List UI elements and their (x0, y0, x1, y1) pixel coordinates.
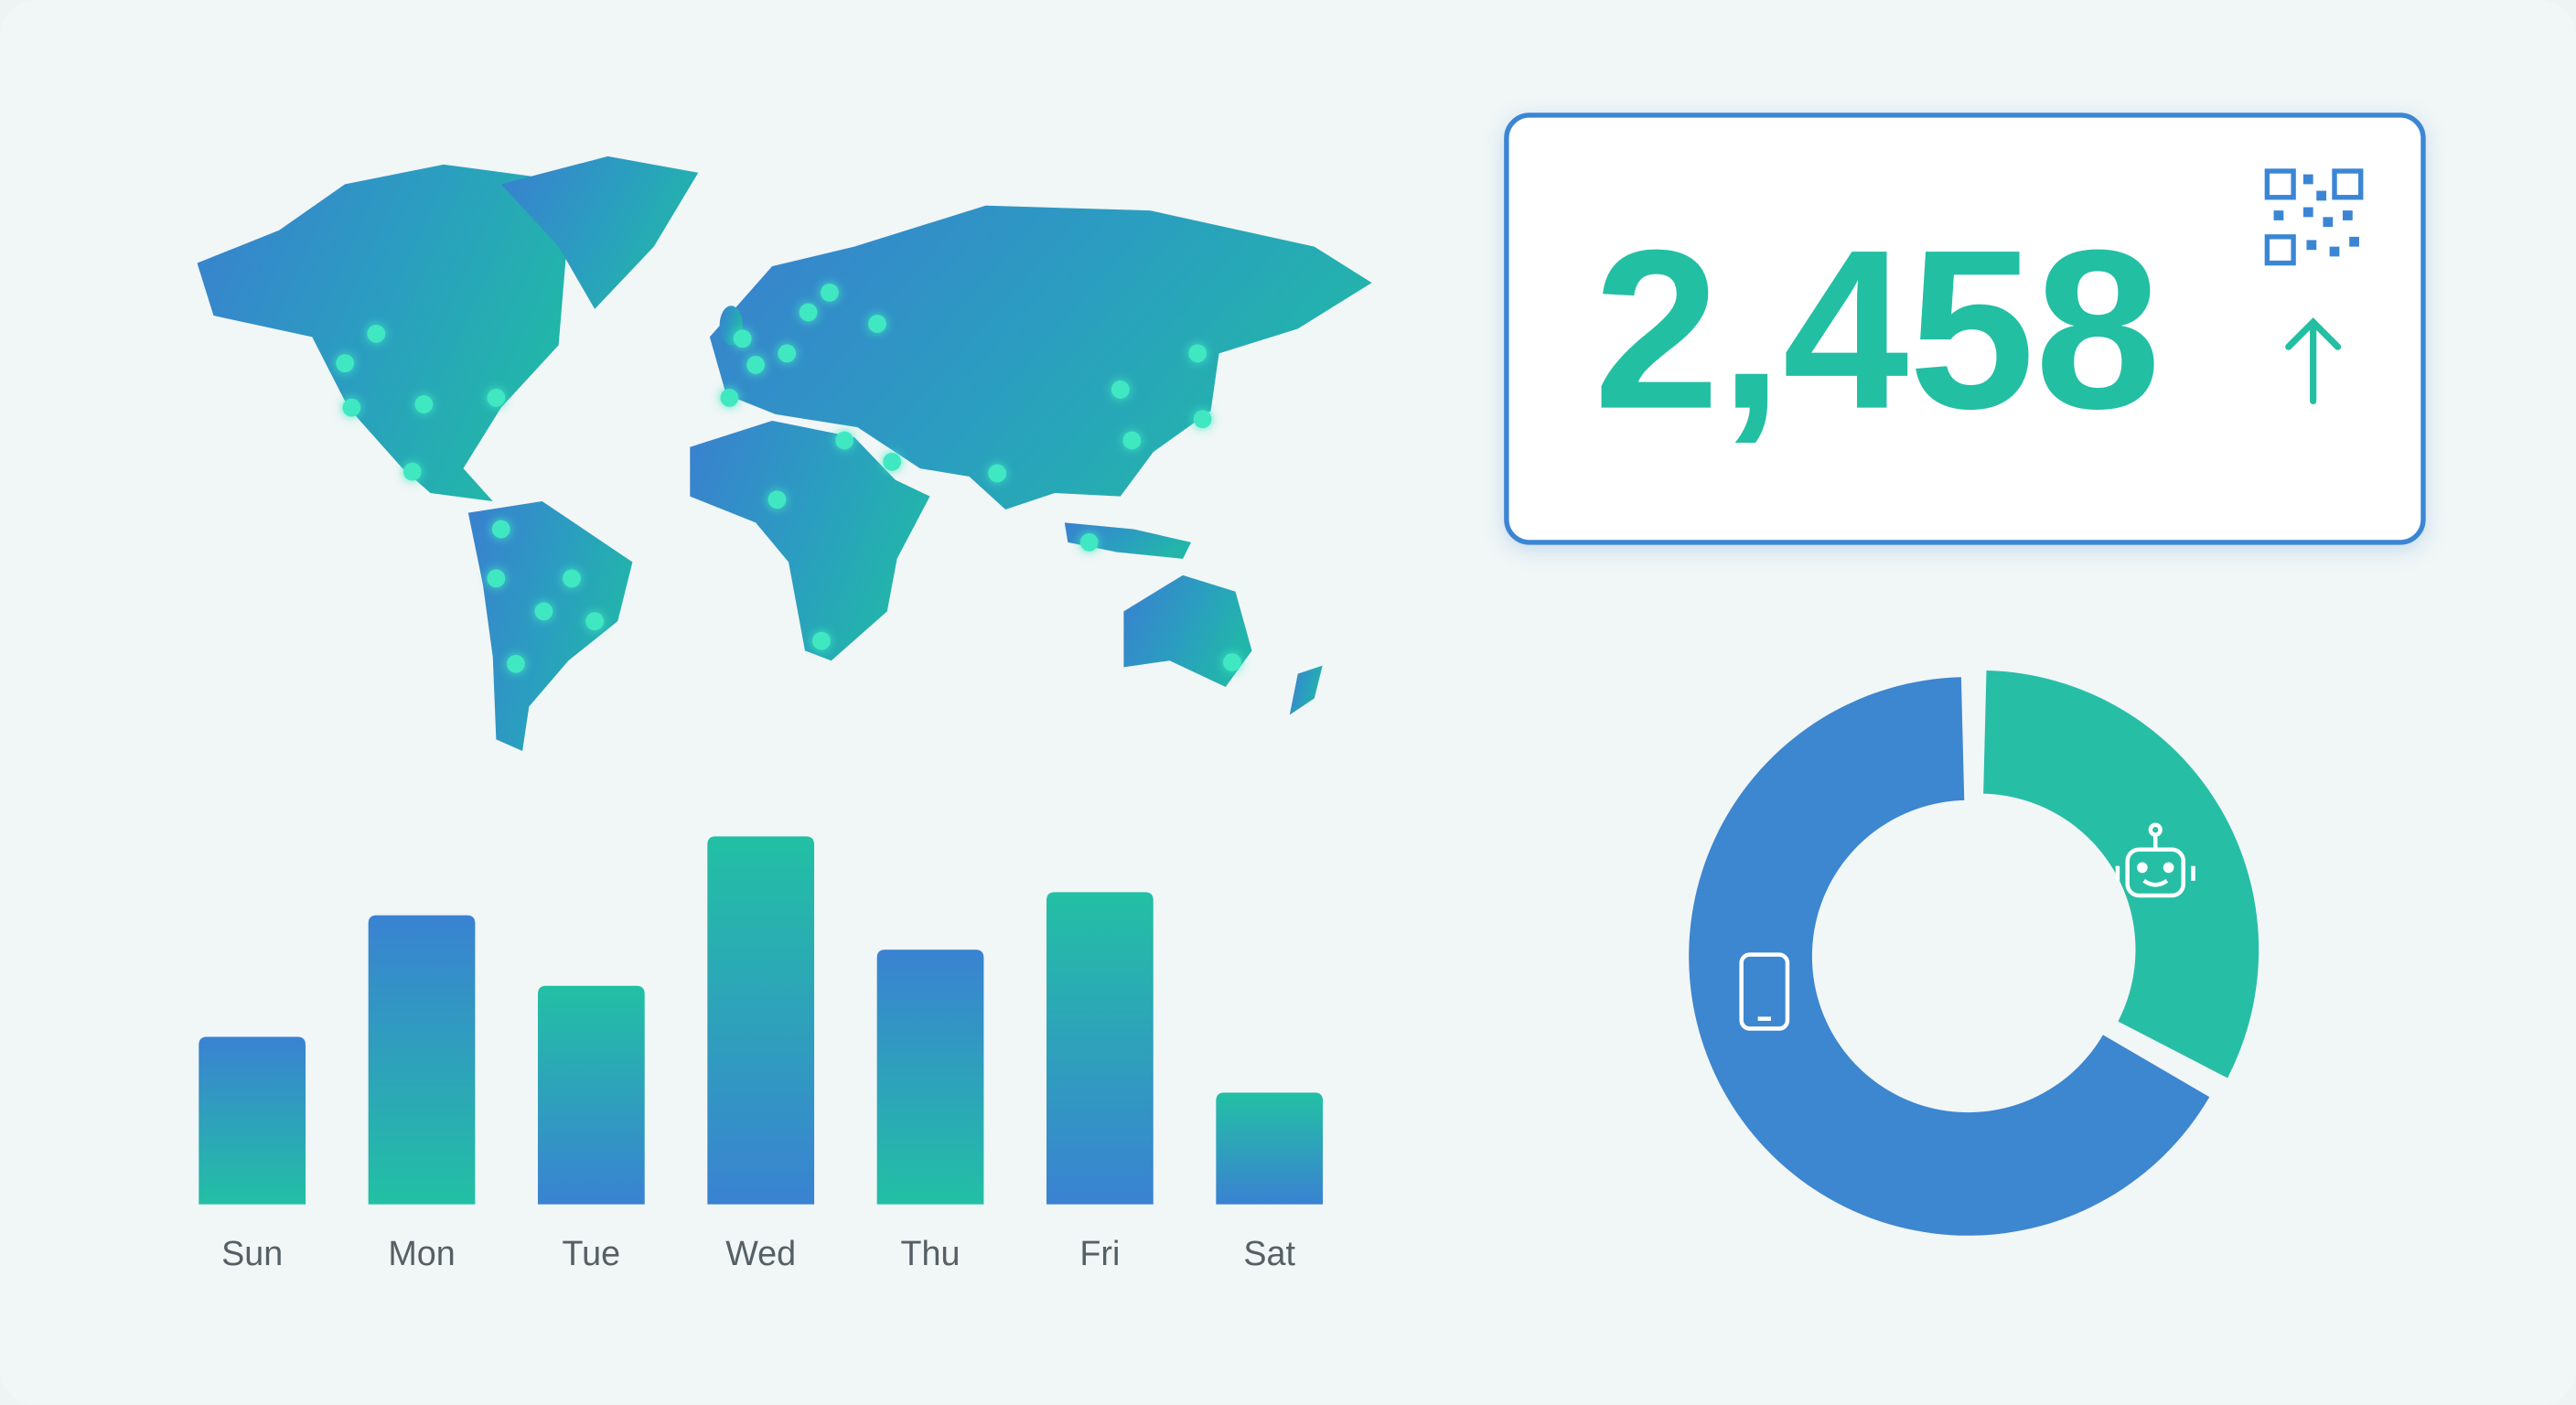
map-dot (799, 303, 818, 322)
x-tick-label: Fri (1079, 1234, 1120, 1272)
bar-chart: Sun Mon Tue Wed Thu Fri Sat (199, 836, 1324, 1272)
map-dot (1188, 344, 1208, 363)
phone-icon (1739, 952, 1790, 1031)
donut-segment (1983, 670, 2259, 1078)
greenland (500, 156, 699, 309)
bar (537, 985, 645, 1205)
map-dot (821, 284, 839, 302)
kpi-card (1504, 113, 2426, 545)
map-dot (402, 462, 422, 481)
x-tick-label: Sat (1243, 1234, 1295, 1272)
bar (1046, 892, 1154, 1205)
donut-chart (1689, 670, 2259, 1236)
eurasia (709, 205, 1372, 509)
bar (876, 949, 984, 1205)
map-dot (491, 520, 510, 539)
x-tick-label: Thu (901, 1234, 961, 1272)
africa (690, 421, 930, 661)
map-dot (563, 569, 581, 588)
map-dot (746, 356, 765, 374)
bar (707, 836, 815, 1205)
map-dot (507, 654, 525, 673)
map-dot (336, 354, 355, 373)
south-america (467, 501, 633, 751)
bar (368, 915, 476, 1205)
qr-icon (2264, 168, 2364, 266)
map-dot (1193, 410, 1212, 429)
new-zealand (1289, 665, 1323, 715)
map-dot (835, 431, 853, 450)
map-dot (720, 388, 739, 407)
map-dot (414, 395, 434, 413)
x-tick-label: Wed (725, 1234, 796, 1272)
map-dot (585, 612, 604, 630)
map-dot (367, 324, 386, 343)
x-tick-label: Sun (221, 1234, 283, 1272)
map-dot (883, 453, 902, 471)
map-dot (767, 490, 787, 509)
map-dot (1223, 653, 1241, 671)
map-dots (336, 284, 1241, 673)
australia (1123, 574, 1252, 687)
map-dot (1122, 431, 1142, 450)
map-dot (342, 398, 361, 417)
x-tick-label: Tue (563, 1234, 621, 1272)
bar (199, 1036, 306, 1205)
world-map (197, 156, 1372, 751)
map-dot (1079, 533, 1099, 552)
map-dot (988, 464, 1006, 483)
map-dot (487, 388, 506, 407)
indonesia (1064, 522, 1192, 559)
bar (1216, 1092, 1324, 1205)
donut-segment (1689, 677, 2210, 1236)
map-dot (1111, 381, 1130, 399)
map-dot (733, 329, 752, 349)
x-tick-label: Mon (388, 1234, 455, 1272)
kpi-value: 2,458 (1594, 203, 2161, 456)
robot-icon (2115, 822, 2195, 898)
map-dot (812, 631, 831, 650)
map-dot (778, 344, 797, 363)
map-dot (868, 315, 886, 333)
map-dot (534, 602, 553, 621)
up-arrow (2285, 317, 2342, 405)
map-dot (487, 569, 506, 588)
